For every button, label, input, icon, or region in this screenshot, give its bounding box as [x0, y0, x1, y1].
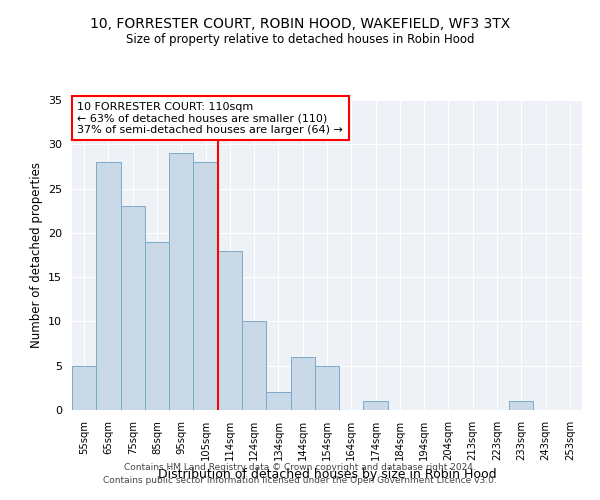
- Text: Contains public sector information licensed under the Open Government Licence v3: Contains public sector information licen…: [103, 476, 497, 485]
- Bar: [315, 366, 339, 410]
- Text: 10, FORRESTER COURT, ROBIN HOOD, WAKEFIELD, WF3 3TX: 10, FORRESTER COURT, ROBIN HOOD, WAKEFIE…: [90, 18, 510, 32]
- Bar: [193, 162, 218, 410]
- Bar: [290, 357, 315, 410]
- Bar: [364, 401, 388, 410]
- Bar: [169, 153, 193, 410]
- Bar: [242, 322, 266, 410]
- Text: Size of property relative to detached houses in Robin Hood: Size of property relative to detached ho…: [126, 32, 474, 46]
- X-axis label: Distribution of detached houses by size in Robin Hood: Distribution of detached houses by size …: [158, 468, 496, 481]
- Text: Contains HM Land Registry data © Crown copyright and database right 2024.: Contains HM Land Registry data © Crown c…: [124, 464, 476, 472]
- Bar: [72, 366, 96, 410]
- Bar: [145, 242, 169, 410]
- Bar: [509, 401, 533, 410]
- Text: 10 FORRESTER COURT: 110sqm
← 63% of detached houses are smaller (110)
37% of sem: 10 FORRESTER COURT: 110sqm ← 63% of deta…: [77, 102, 343, 134]
- Bar: [121, 206, 145, 410]
- Bar: [266, 392, 290, 410]
- Y-axis label: Number of detached properties: Number of detached properties: [29, 162, 43, 348]
- Bar: [218, 250, 242, 410]
- Bar: [96, 162, 121, 410]
